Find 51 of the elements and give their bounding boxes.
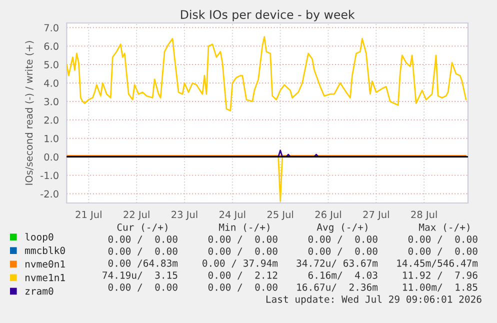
text: 11.00m/ 1.85 xyxy=(403,283,478,292)
y-tick-label: 7.0 xyxy=(44,24,58,32)
y-tick-label: 1.0 xyxy=(44,134,58,142)
text: 0.00 / 0.00 xyxy=(308,247,378,256)
text: 16.67u/ 2.36m xyxy=(297,283,378,292)
text: 0.00 / 0.00 xyxy=(308,235,378,244)
text: 0.00 / 0.00 xyxy=(208,235,278,244)
x-tick-label: 28 Jul xyxy=(411,210,437,220)
text: 0.00 /64.83m xyxy=(108,259,178,268)
text: 0.00 / 0.00 xyxy=(108,235,178,244)
text: 0.00 / 0.00 xyxy=(208,283,278,292)
text: 0.00 / 0.00 xyxy=(108,283,178,292)
y-tick-label: 5.0 xyxy=(44,61,58,68)
text: 74.19u/ 3.15 xyxy=(102,271,178,280)
text: Max (-/+) xyxy=(419,223,470,232)
legend-label: nvme1n1 xyxy=(26,274,65,282)
legend-label: loop0 xyxy=(25,233,54,242)
y-tick-label: 2.0 xyxy=(44,116,58,124)
text: 6.16m/ 4.03 xyxy=(308,271,378,280)
legend-label: mmcblk0 xyxy=(25,246,65,254)
x-tick-label: 23 Jul xyxy=(172,210,198,220)
text: 11.92 / 7.96 xyxy=(403,271,478,280)
text: 0.00 / 37.94m xyxy=(202,259,278,268)
legend-label: zram0 xyxy=(26,287,54,295)
y-tick-label: -2.0 xyxy=(40,190,58,198)
text: 0.00 / 2.12 xyxy=(208,271,278,280)
y-tick-label: 0.0 xyxy=(44,153,58,161)
text: 0.00 / 0.00 xyxy=(108,247,178,256)
chart-title: Disk IOs per device - by week xyxy=(181,10,355,22)
x-tick-label: 25 Jul xyxy=(267,210,294,220)
y-tick-label: 6.0 xyxy=(44,42,58,50)
text: Min (-/+) xyxy=(219,223,270,232)
text: 0.00 / 0.00 xyxy=(408,247,478,256)
text: Last update: Wed Jul 29 09:06:01 2026 xyxy=(266,295,482,305)
x-tick-label: 22 Jul xyxy=(124,210,150,220)
y-tick-label: 4.0 xyxy=(44,79,58,87)
y-tick-label: -1.0 xyxy=(40,172,58,180)
legend-label: nvme0n1 xyxy=(26,260,65,268)
text: 14.45m/546.47m xyxy=(397,259,478,268)
text: 0.00 / 0.00 xyxy=(208,247,278,256)
y-axis-title: IOs/second read (-) / write (+) xyxy=(25,41,34,185)
text: Avg (-/+) xyxy=(316,223,368,233)
line-series xyxy=(66,36,467,112)
x-tick-label: 21 Jul xyxy=(76,210,102,220)
x-tick-label: 27 Jul xyxy=(363,210,389,220)
text: 34.72u/ 63.67m xyxy=(296,259,378,268)
text: 0.00 / 0.00 xyxy=(408,235,478,244)
y-tick-label: 3.0 xyxy=(44,98,58,106)
x-tick-label: 26 Jul xyxy=(315,210,341,220)
x-tick-label: 24 Jul xyxy=(220,210,246,220)
text: Cur (-/+) xyxy=(117,223,168,232)
